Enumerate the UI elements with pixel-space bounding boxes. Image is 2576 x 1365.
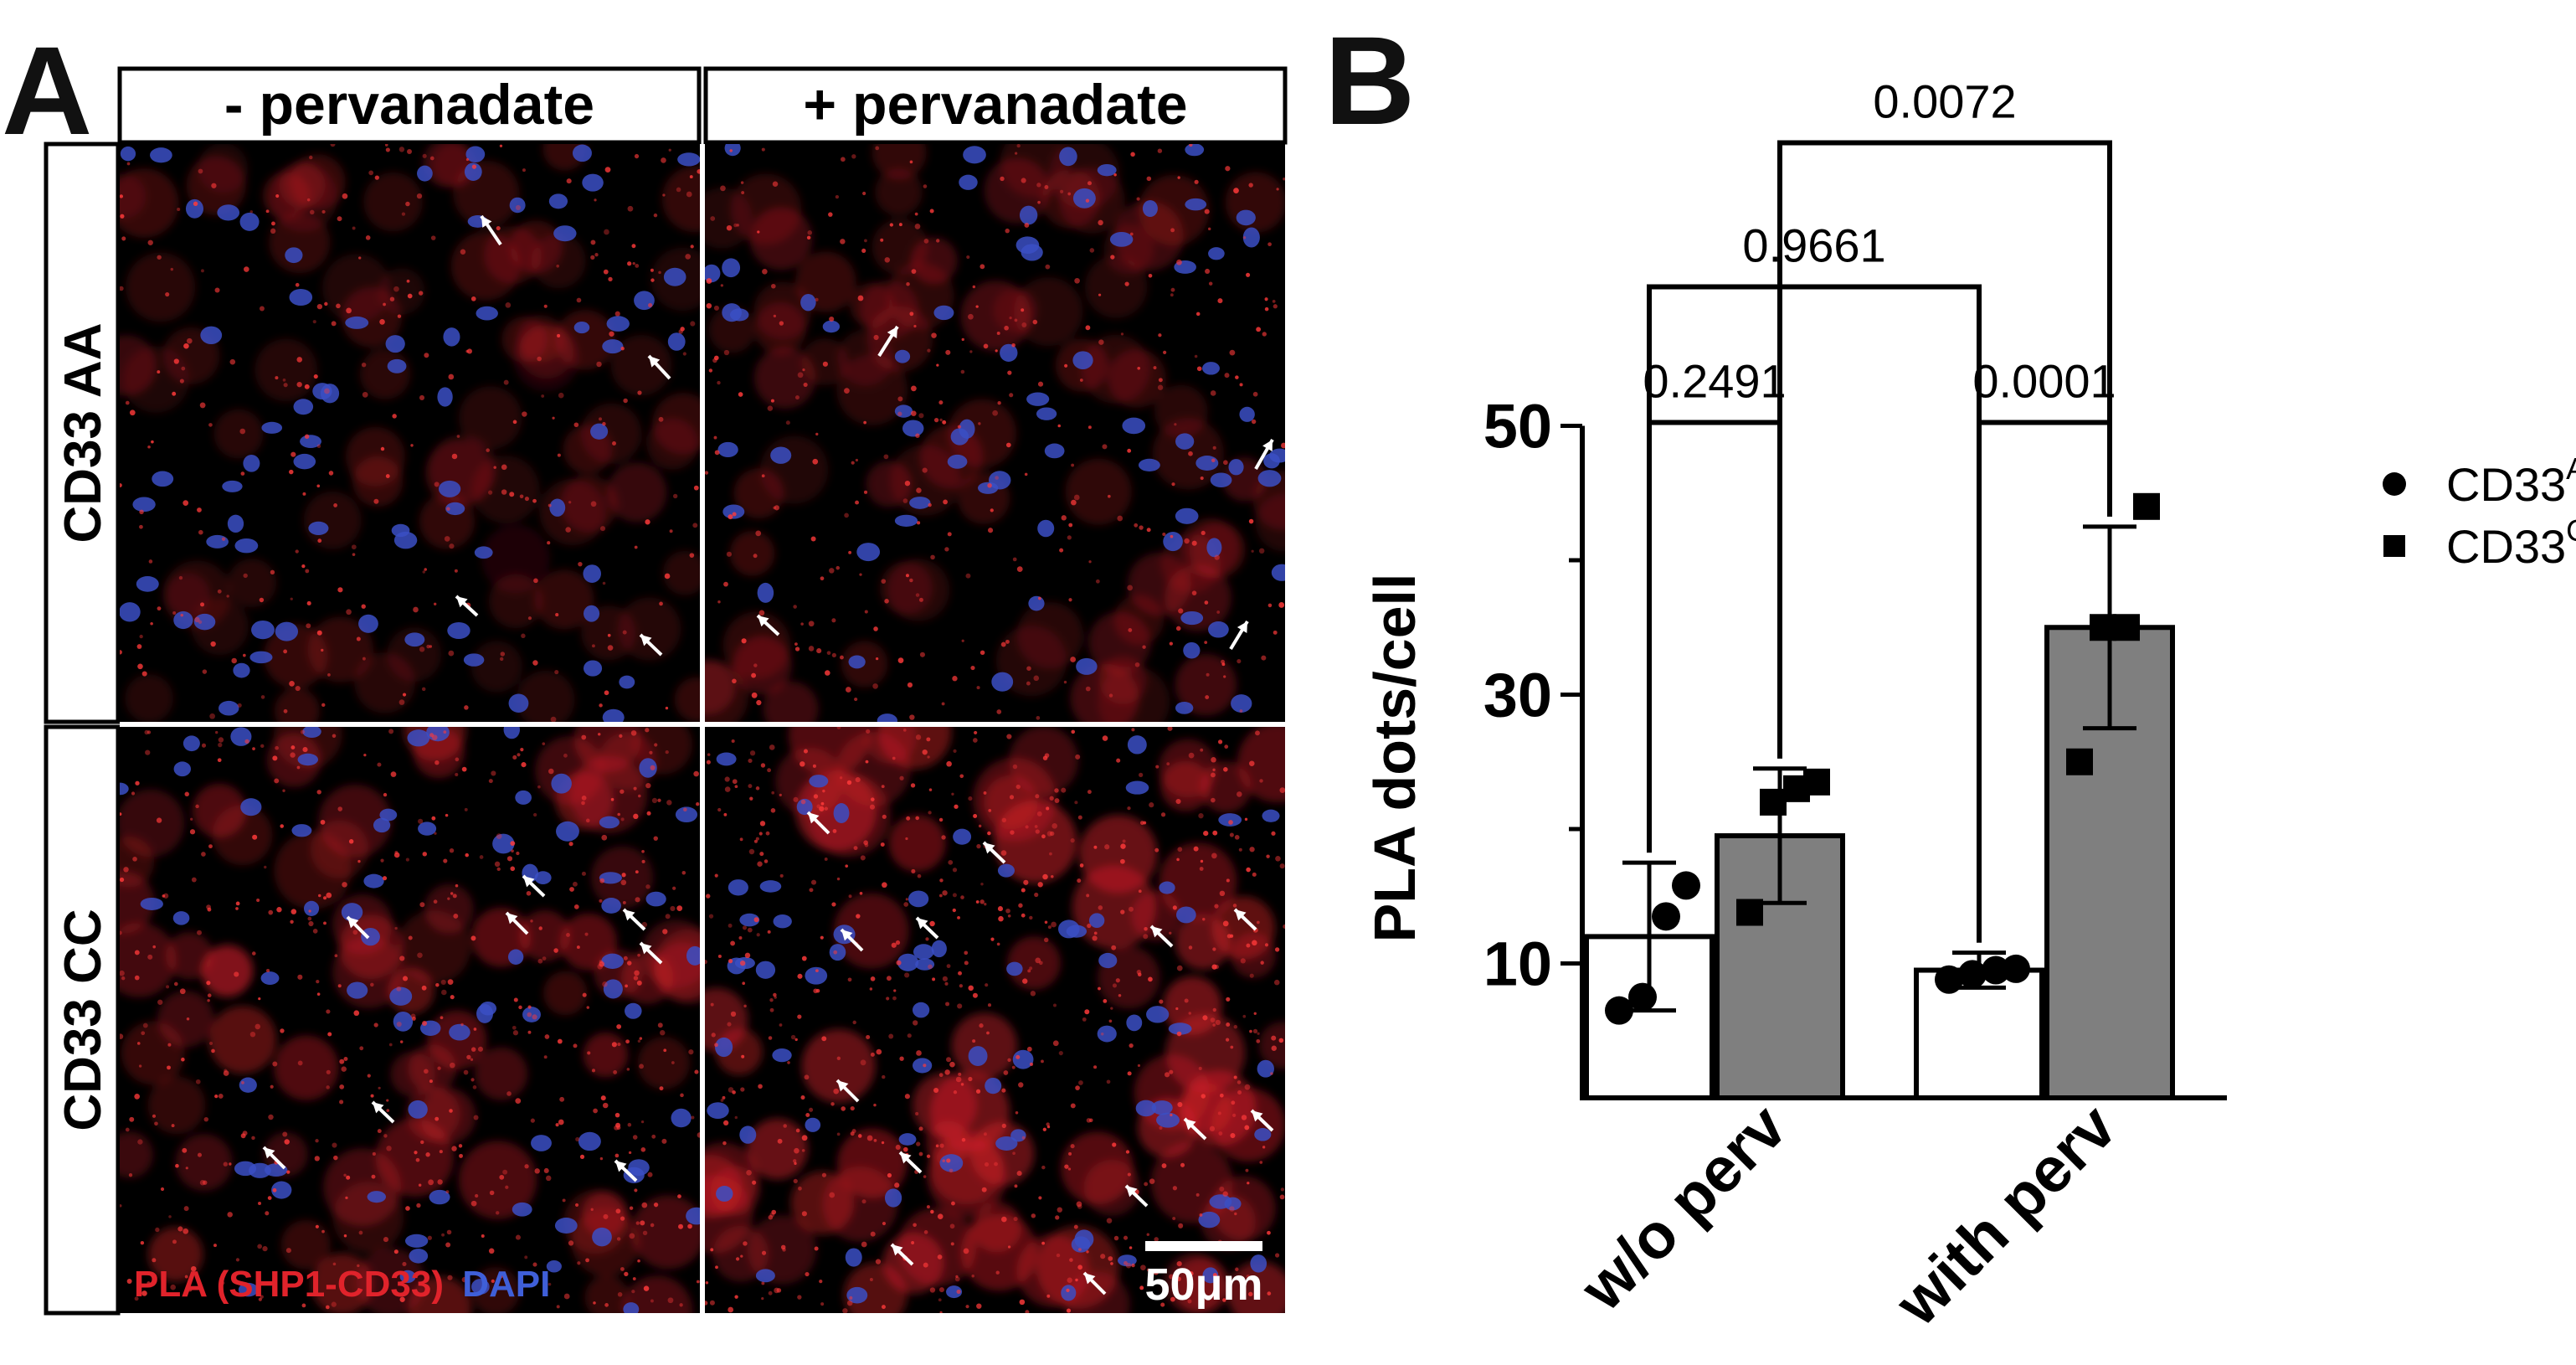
point-cc-1-2 [2113,614,2140,641]
y-tick-label-30: 30 [1483,661,1552,730]
col-header-minus: - pervanadate [224,73,594,136]
arrow-20 [1149,925,1174,948]
point-cc-1-3 [2133,492,2160,520]
arrow-1 [480,214,502,246]
bar-cc-0 [1715,833,1845,1101]
col-header-box-1 [117,66,702,145]
arrow-13 [371,1100,395,1124]
arrow-21 [1233,908,1257,931]
point-aa-0-2 [1652,902,1680,931]
point-cc-0-3 [1803,768,1830,796]
point-aa-0-1 [1628,982,1657,1012]
arrow-6 [1254,439,1274,470]
arrow-19 [915,916,939,940]
x-category-label-0: w/o perv [1566,1091,1800,1325]
y-tick-label-50: 50 [1483,392,1552,461]
significance-bracket-3 [1647,284,1982,943]
point-cc-1-1 [2090,614,2116,641]
p-value-3: 0.9661 [1742,219,1885,272]
scale-bar [1145,1241,1262,1251]
stain-label-dapi: DAPI [462,1264,550,1305]
panel-b: B PLA dots/cell 10 30 50 w/o perv with perv 0… [1324,10,2576,1340]
point-cc-0-1 [1760,788,1787,816]
point-aa-1-1 [1958,960,1987,989]
panel-a: A - pervanadate + pervanadate CD33 AA CD… [2,20,1288,1316]
point-cc-1-0 [2066,748,2093,775]
p-value-1: 0.2491 [1643,355,1786,408]
significance-bracket-4 [1777,140,2112,759]
arrow-27 [1124,1184,1149,1208]
scale-bar-label: 50μm [1144,1259,1262,1310]
arrow-24 [1183,1117,1207,1141]
col-header-plus: + pervanadate [803,73,1187,136]
point-aa-1-3 [2002,954,2030,983]
micrograph-cc-plus [705,727,1285,1313]
point-cc-0-0 [1736,899,1763,926]
significance-bracket-1 [1647,420,1782,853]
legend-marker-circle [2383,472,2406,496]
arrow-annotations [262,214,1274,1295]
arrow-2 [647,354,671,380]
arrow-12 [639,941,663,965]
arrow-26 [898,1151,923,1174]
arrow-16 [505,911,529,935]
panel-b-letter: B [1324,10,1415,151]
arrow-29 [1082,1271,1107,1295]
row-header-box-2 [44,724,121,1316]
col-header-box-2 [703,66,1288,145]
arrow-11 [622,908,646,931]
point-aa-0-3 [1672,871,1700,900]
stain-label-pla: PLA (SHP1-CD33) [134,1264,444,1305]
p-value-2: 0.0001 [1972,355,2116,408]
row-header-aa: CD33 AA [54,323,112,543]
p-value-4: 0.0072 [1873,75,2016,128]
micrograph-aa-minus [120,144,700,722]
point-aa-1-0 [1935,965,1963,994]
stain-label: PLA (SHP1-CD33) DAPI [134,1264,550,1305]
panel-a-letter: A [2,20,92,161]
row-header-box-1 [44,142,121,724]
arrow-4 [639,633,663,657]
arrow-28 [890,1243,914,1266]
legend-marker-square [2383,535,2405,557]
arrow-22 [840,928,864,952]
x-category-label-1: with perv [1881,1091,2130,1340]
arrow-18 [982,841,1006,864]
y-axis-title: PLA dots/cell [1362,574,1427,943]
point-aa-0-0 [1605,996,1633,1025]
arrow-3 [455,595,479,617]
arrow-17 [806,811,830,835]
micrograph-aa-plus [705,144,1285,722]
arrow-7 [756,614,780,636]
row-header-cc: CD33 CC [54,909,112,1131]
arrow-15 [614,1159,638,1182]
arrow-10 [522,874,546,898]
bar-chart: 10 30 50 w/o perv with perv 0.2491 0.0001 0.966… [1483,75,2227,1340]
micrograph-cc-minus [120,727,700,1313]
arrow-23 [836,1079,860,1103]
arrow-14 [262,1146,286,1170]
arrow-5 [877,325,899,358]
arrow-9 [346,915,370,940]
arrow-25 [1250,1109,1274,1132]
arrow-8 [1229,620,1249,651]
y-tick-label-10: 10 [1483,930,1552,999]
